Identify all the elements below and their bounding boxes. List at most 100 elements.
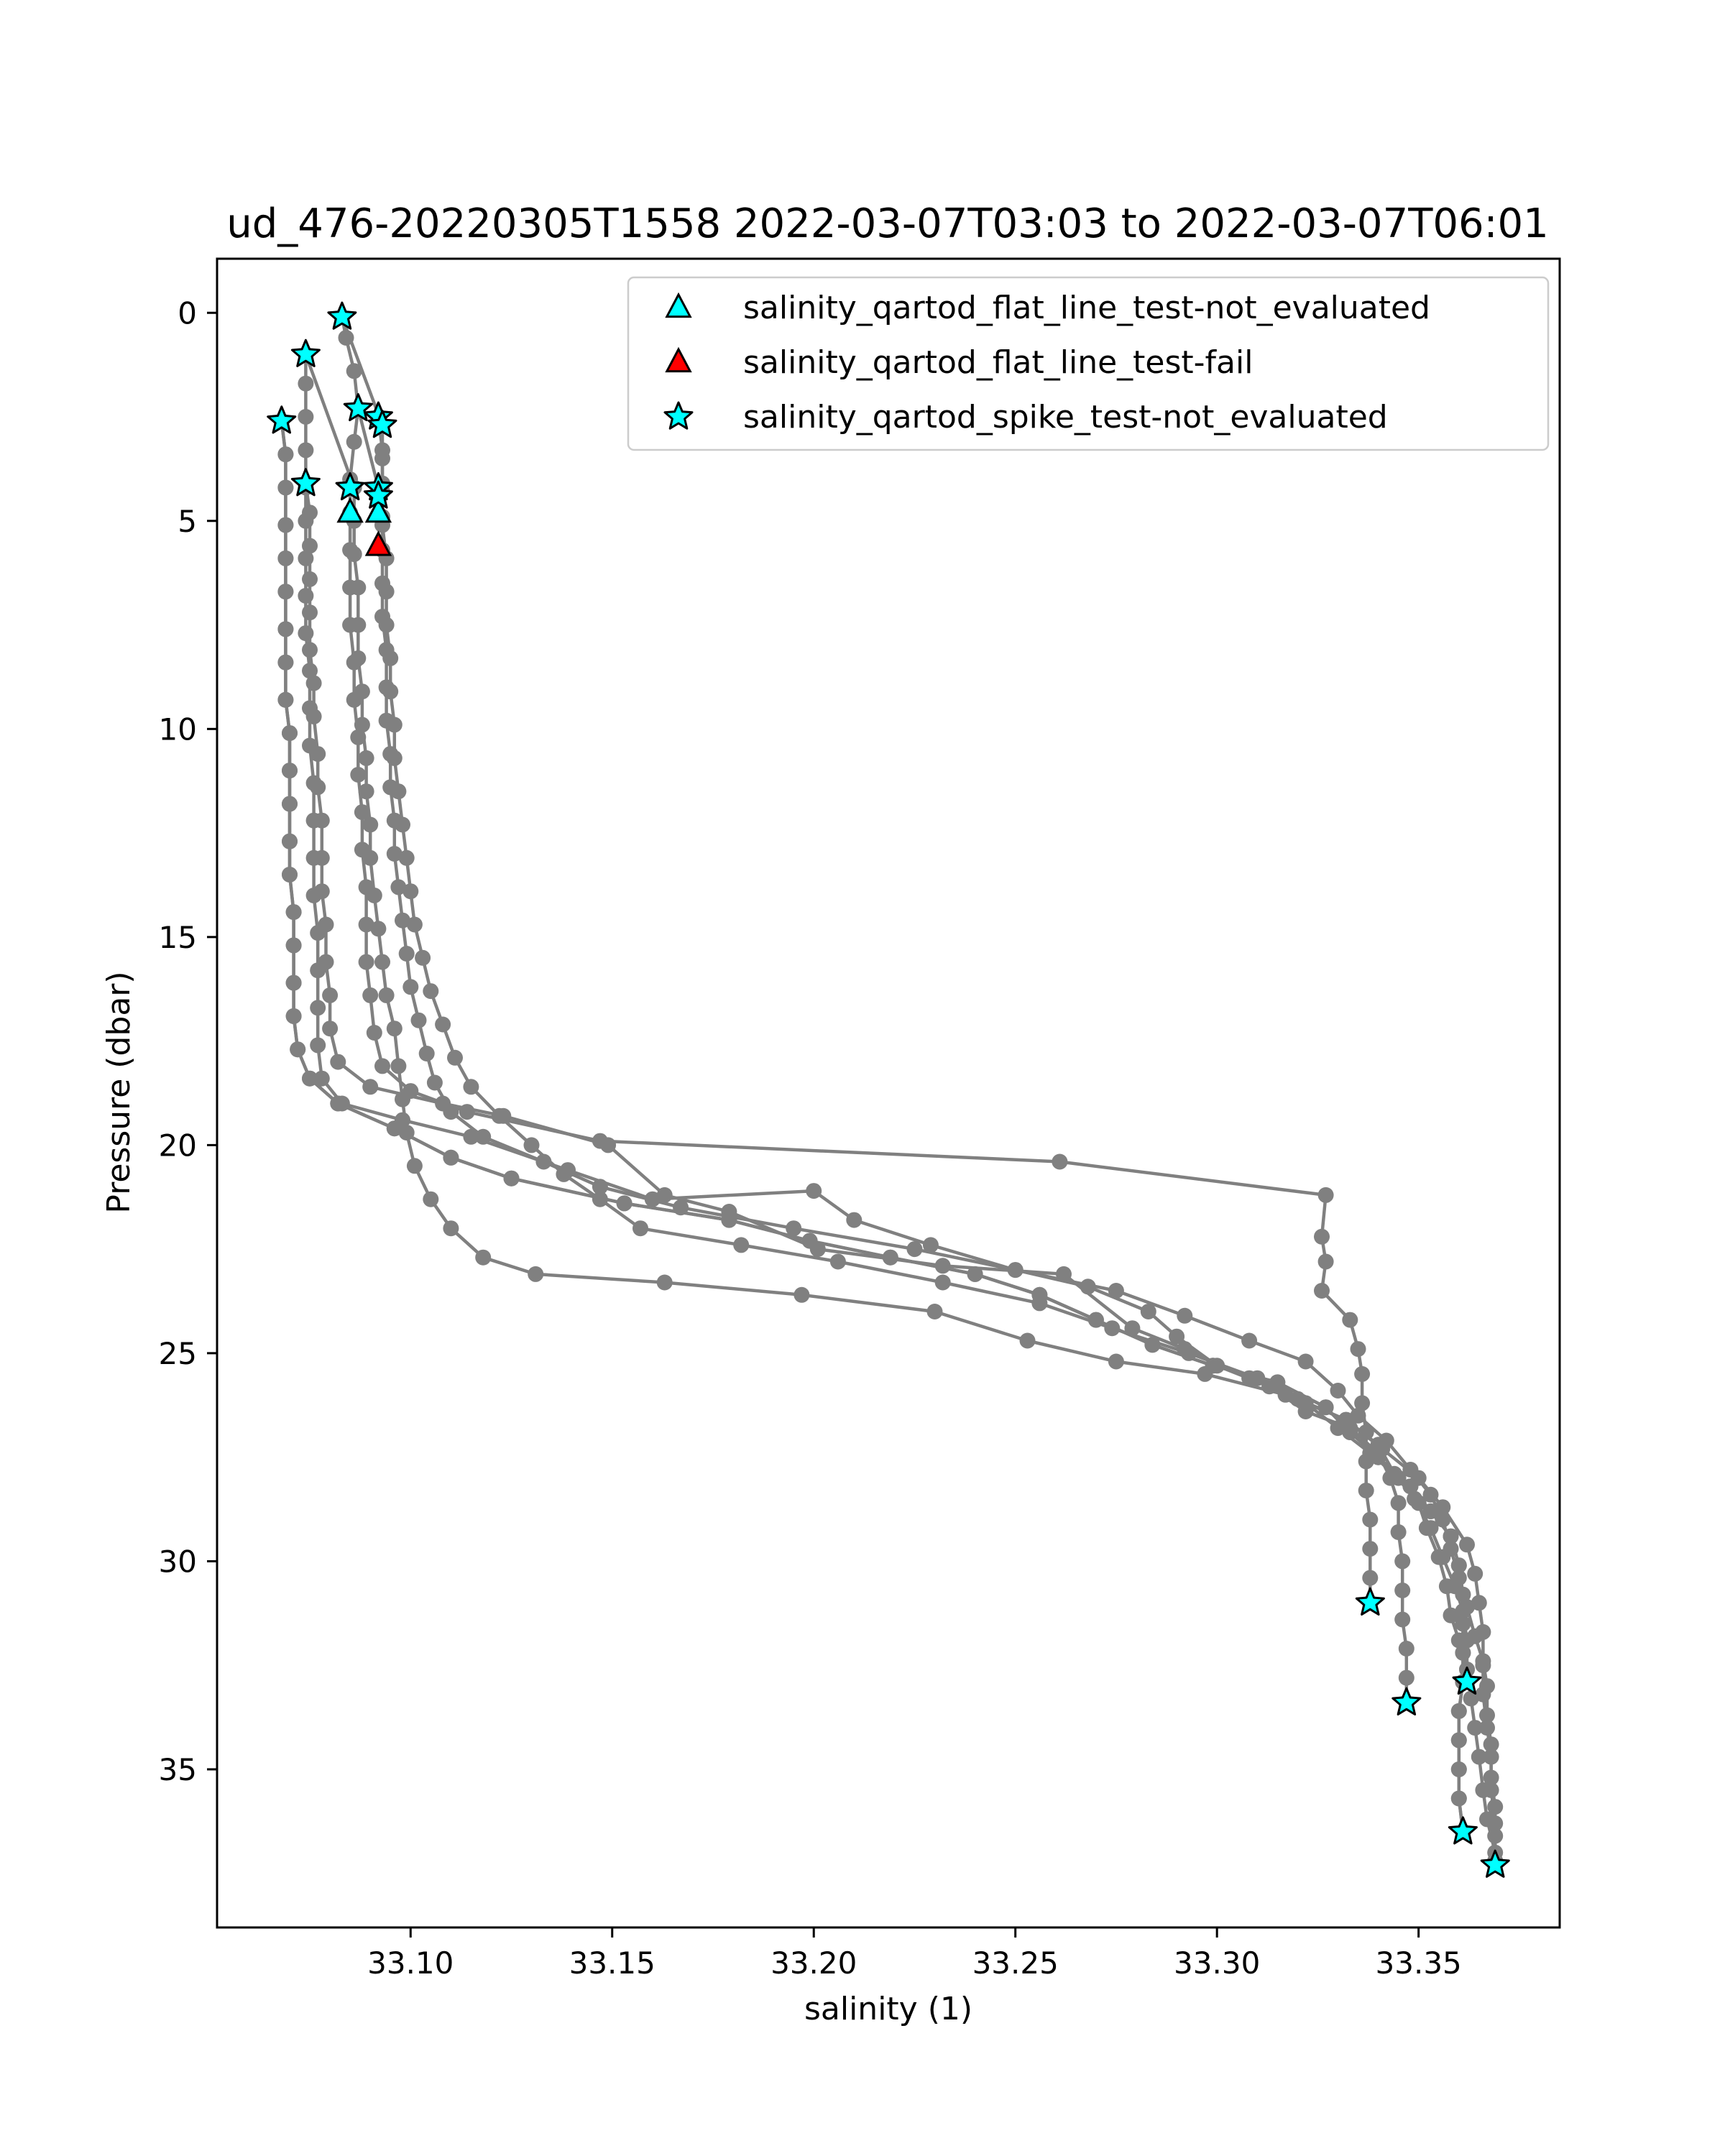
data-point [786, 1220, 802, 1237]
data-point [386, 1120, 402, 1137]
data-point [362, 816, 379, 833]
data-point [282, 796, 298, 812]
data-point [1314, 1283, 1330, 1299]
data-point [277, 446, 294, 463]
data-point [302, 1070, 318, 1087]
data-point [378, 987, 395, 1003]
data-point [616, 1195, 632, 1212]
data-point [277, 691, 294, 708]
data-point [1475, 1782, 1491, 1798]
data-point [386, 846, 402, 862]
data-point [346, 433, 362, 450]
data-point [656, 1187, 673, 1203]
data-point [1455, 1644, 1471, 1661]
data-point [1438, 1578, 1455, 1595]
data-point [1467, 1720, 1484, 1736]
data-point [406, 1158, 423, 1174]
data-point [656, 1274, 673, 1291]
data-point [794, 1286, 810, 1303]
data-point [277, 621, 294, 637]
profile-link-line-2 [356, 407, 380, 489]
data-point [318, 954, 334, 970]
data-point [395, 912, 410, 929]
data-point [1402, 1462, 1419, 1478]
data-point [1362, 1511, 1379, 1528]
spike-not-evaluated-marker [327, 301, 357, 330]
data-point [395, 816, 410, 833]
y-tick-label: 35 [159, 1752, 197, 1787]
data-point [378, 584, 395, 600]
data-point [310, 1000, 326, 1016]
data-point [1443, 1541, 1459, 1557]
data-point [386, 717, 402, 733]
x-tick-label: 33.20 [770, 1945, 857, 1981]
data-point [1487, 1799, 1504, 1815]
data-point [592, 1179, 608, 1195]
data-point [426, 1074, 443, 1091]
data-point [1350, 1407, 1366, 1424]
data-point [1342, 1424, 1358, 1440]
chart-title: ud_476-20220305T1558 2022-03-07T03:03 to… [226, 201, 1549, 247]
data-point [1422, 1503, 1439, 1519]
data-point [354, 683, 370, 700]
legend-entry-label: salinity_qartod_flat_line_test-not_evalu… [743, 290, 1430, 326]
x-axis-label: salinity (1) [804, 1991, 972, 2027]
data-point [459, 1104, 475, 1120]
data-point [1467, 1628, 1484, 1644]
data-point [1297, 1353, 1314, 1370]
data-point [302, 663, 318, 679]
y-axis-label: Pressure (dbar) [101, 971, 137, 1213]
legend-triangle-icon [665, 292, 692, 318]
plot-area [267, 301, 1510, 1878]
data-point [1358, 1424, 1374, 1440]
data-point [1443, 1528, 1459, 1544]
data-point [1483, 1769, 1499, 1786]
data-point [298, 588, 314, 604]
legend-entry-label: salinity_qartod_spike_test-not_evaluated [743, 399, 1388, 436]
data-point [1479, 1707, 1495, 1723]
data-point [535, 1153, 552, 1170]
data-point [1463, 1690, 1479, 1707]
data-point [322, 1021, 339, 1037]
data-point [1362, 1445, 1379, 1461]
data-point [1398, 1641, 1414, 1657]
data-point [1471, 1595, 1487, 1611]
flat-line-not-evaluated-marker [336, 497, 364, 523]
data-point [1317, 1187, 1334, 1203]
data-point [402, 979, 419, 995]
flat-line-not-evaluated-marker [364, 497, 392, 523]
data-point [305, 709, 322, 724]
data-point [354, 717, 370, 733]
data-point [463, 1079, 479, 1095]
data-point [1354, 1365, 1371, 1382]
data-point [298, 625, 314, 642]
data-point [1317, 1253, 1334, 1270]
spike-not-evaluated-marker [367, 410, 397, 438]
data-point [1459, 1537, 1475, 1553]
data-point [1297, 1395, 1314, 1411]
data-point [406, 916, 423, 933]
data-point [1007, 1262, 1024, 1279]
y-tick-label: 10 [159, 711, 197, 747]
data-point [282, 763, 298, 779]
data-point [592, 1191, 608, 1207]
y-tick-label: 20 [159, 1128, 197, 1163]
data-point [318, 916, 334, 933]
data-point [1479, 1720, 1495, 1736]
data-point [298, 375, 314, 392]
data-point [475, 1249, 492, 1266]
data-point [302, 571, 318, 587]
data-point [285, 975, 302, 991]
data-point [277, 584, 294, 600]
data-point [1031, 1295, 1048, 1312]
data-point [362, 849, 379, 866]
data-point [1241, 1332, 1258, 1349]
data-point [374, 1058, 390, 1074]
data-point [402, 883, 419, 900]
data-point [1080, 1279, 1096, 1295]
legend: salinity_qartod_flat_line_test-not_evalu… [627, 276, 1550, 451]
data-point [390, 879, 407, 895]
y-tick-label: 15 [159, 920, 197, 955]
data-point [390, 1058, 407, 1074]
